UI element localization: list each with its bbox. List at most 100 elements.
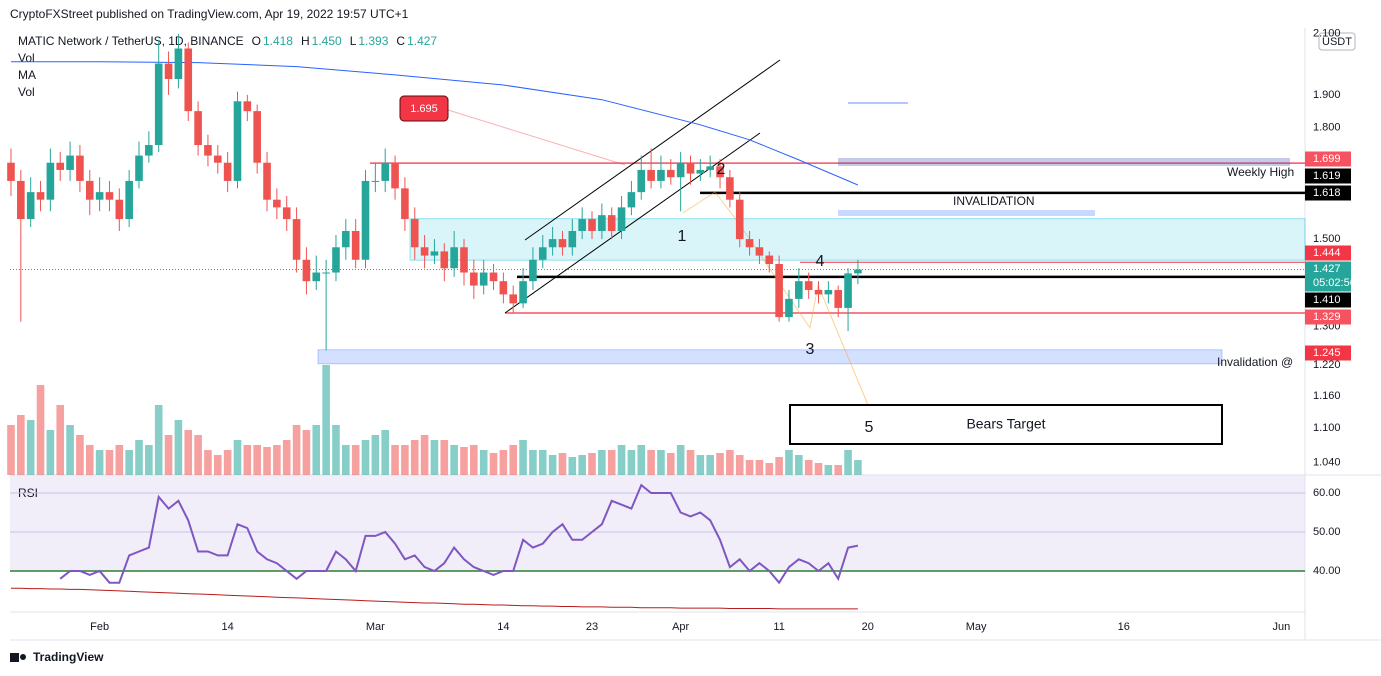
publisher: CryptoFXStreet published on TradingView.… (10, 7, 409, 21)
volume-bar (420, 435, 429, 475)
candle-body (243, 101, 252, 112)
volume-bar (430, 440, 439, 475)
volume-bar (834, 465, 843, 475)
rsi-band (10, 475, 1305, 571)
volume-bar (657, 450, 665, 475)
volume-bar (775, 457, 783, 475)
candle-body (302, 259, 311, 282)
candle-body (726, 177, 734, 200)
volume-bar (647, 450, 655, 475)
volume-bar (814, 463, 823, 475)
candle-body (440, 251, 449, 269)
volume-bar (450, 445, 458, 475)
candle-body (578, 219, 586, 232)
volume-bar (76, 435, 84, 475)
candle-body (56, 162, 65, 170)
candle-body (765, 255, 774, 264)
volume-bar (558, 453, 567, 475)
x-tick-label: 11 (773, 621, 784, 633)
volume-bar (470, 445, 478, 475)
candle-body (76, 155, 84, 181)
candle-body (36, 192, 45, 200)
annotation: INVALIDATION (953, 194, 1035, 208)
volume-bar (322, 365, 330, 475)
volume-bar (696, 455, 705, 475)
rsi-line (59, 483, 859, 585)
y-tick-label: 1.900 (1313, 89, 1341, 101)
x-tick-label: May (966, 621, 987, 633)
volume-bar (529, 450, 537, 475)
candle-body (785, 298, 793, 318)
volume-bar (401, 445, 409, 475)
candle-body (164, 63, 173, 80)
price-badge-label: 1.245 (1313, 347, 1341, 359)
volume-bar (617, 445, 626, 475)
callout-label: 1.695 (410, 103, 438, 115)
brand: TradingView (33, 650, 104, 664)
callout-box (399, 95, 449, 122)
volume-bar (233, 440, 242, 475)
candle-body (824, 289, 833, 295)
volume-bar (243, 445, 252, 475)
candle-body (154, 63, 163, 146)
candle-body (85, 180, 94, 200)
candle-body (568, 231, 577, 248)
candle-body (519, 281, 527, 304)
symbol-legend: MATIC Network / TetherUS, 1D, BINANCE O 1.… (18, 34, 437, 48)
volume-bar (26, 420, 35, 475)
ohlc-name: C (396, 34, 405, 48)
y-tick-label: 1.500 (1313, 233, 1341, 245)
indicator-label: Vol (18, 85, 35, 99)
volume-bar (686, 450, 695, 475)
candle-body (253, 111, 261, 163)
volume-bar (223, 450, 232, 475)
candle-body (213, 155, 222, 163)
volume-bar (282, 440, 291, 475)
x-tick-label: 23 (586, 621, 598, 633)
volume-bar (598, 450, 606, 475)
candle-body (420, 247, 429, 256)
x-tick-label: Feb (90, 621, 109, 633)
candle-body (410, 219, 419, 248)
volume-bar (342, 445, 350, 475)
volume-bar (46, 430, 55, 475)
candle-body (194, 111, 202, 146)
candle-body (735, 199, 744, 240)
volume-bar (765, 463, 774, 475)
candle-body (499, 281, 508, 295)
volume-bar (735, 455, 744, 475)
price-badge (1305, 151, 1351, 167)
volume-bar (125, 450, 133, 475)
candle-body (617, 207, 626, 232)
moving-average (11, 61, 859, 186)
candle-body (401, 188, 409, 220)
candle-body (17, 180, 25, 220)
target-box (789, 404, 1223, 445)
currency: USDT (1322, 36, 1352, 48)
weekly-high-box (838, 158, 1290, 166)
candle-body (7, 162, 15, 181)
candle-body (273, 199, 281, 208)
price-badge (1305, 261, 1351, 292)
currency-box (1318, 32, 1356, 51)
volume-bar (154, 405, 163, 475)
volume-bar (273, 445, 281, 475)
volume-bar (519, 440, 527, 475)
candle-body (795, 281, 803, 299)
ohlc-name: H (301, 34, 310, 48)
candle-body (292, 219, 301, 260)
candle-body (686, 162, 695, 174)
volume-bar (824, 465, 833, 475)
candle-body (558, 239, 567, 248)
candle-body (351, 231, 360, 260)
candle-body (598, 215, 606, 232)
rsi-ma-line (11, 587, 858, 610)
candle-body (657, 169, 665, 181)
candle-body (26, 192, 35, 220)
volume-bar (785, 450, 793, 475)
volume-bar (7, 425, 15, 475)
candle-body (381, 162, 390, 181)
volume-bar (607, 450, 616, 475)
volume-bar (755, 460, 764, 475)
